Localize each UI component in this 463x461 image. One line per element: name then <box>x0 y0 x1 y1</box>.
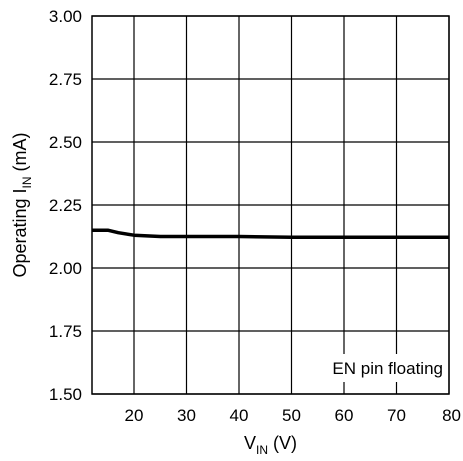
x-tick-label: 60 <box>335 406 354 425</box>
y-axis-label-sub: IN <box>20 176 34 188</box>
x-tick-label: 80 <box>442 406 461 425</box>
y-tick-label: 2.25 <box>49 196 82 215</box>
y-axis-label-unit: (mA) <box>10 132 30 176</box>
x-tick-labels: 20 30 40 50 60 70 80 <box>125 406 461 425</box>
y-tick-label: 2.50 <box>49 133 82 152</box>
y-tick-label: 1.50 <box>49 385 82 404</box>
annotation-text: EN pin floating <box>332 359 443 378</box>
x-axis-label-sub: IN <box>256 443 268 457</box>
y-axis-label-main: Operating I <box>10 188 30 277</box>
y-tick-label: 3.00 <box>49 7 82 26</box>
grid <box>92 15 450 395</box>
x-tick-label: 40 <box>230 406 249 425</box>
x-axis-label: VIN (V) <box>244 433 297 457</box>
plot-frame <box>91 15 450 395</box>
series-layer <box>92 228 449 240</box>
annotation-background <box>303 354 447 382</box>
y-tick-labels: 1.50 1.75 2.00 2.25 2.50 2.75 3.00 <box>49 7 82 404</box>
x-tick-label: 50 <box>282 406 301 425</box>
y-axis-label: Operating IIN (mA) <box>10 132 34 277</box>
y-tick-label: 2.00 <box>49 259 82 278</box>
x-tick-label: 20 <box>125 406 144 425</box>
x-axis-label-main: V <box>244 433 256 453</box>
y-tick-label: 2.75 <box>49 70 82 89</box>
y-tick-label: 1.75 <box>49 322 82 341</box>
x-axis-label-unit: (V) <box>268 433 297 453</box>
x-tick-label: 70 <box>387 406 406 425</box>
x-tick-label: 30 <box>177 406 196 425</box>
annotation-box: EN pin floating <box>303 354 447 382</box>
series-line <box>92 228 449 240</box>
